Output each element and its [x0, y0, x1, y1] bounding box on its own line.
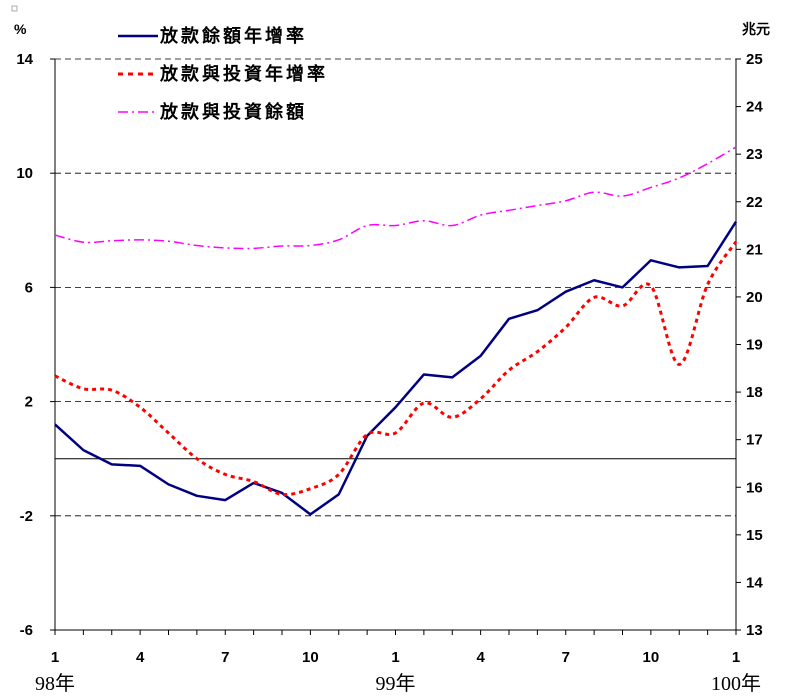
right-tick-label: 22 — [746, 194, 763, 211]
right-tick-label: 20 — [746, 289, 763, 306]
series-line-2 — [54, 146, 737, 250]
left-tick-label: -6 — [20, 622, 33, 639]
left-tick-label: 14 — [16, 51, 33, 68]
year-label: 99年 — [376, 672, 416, 695]
left-tick-label: 10 — [16, 165, 33, 182]
legend-label-loan-invest-growth: 放款與投資年增率 — [159, 63, 328, 84]
year-label: 98年 — [35, 672, 75, 695]
x-tick-label: 4 — [136, 649, 145, 666]
series-line-1 — [54, 240, 738, 497]
left-axis-unit: % — [14, 21, 27, 37]
right-tick-label: 13 — [746, 622, 763, 639]
right-tick-label: 25 — [746, 51, 763, 68]
year-label: 100年 — [711, 672, 761, 695]
x-tick-label: 10 — [643, 649, 660, 666]
right-tick-label: 18 — [746, 384, 763, 401]
left-tick-label: -2 — [20, 508, 33, 525]
legend-label-loan-invest-balance: 放款與投資餘額 — [159, 101, 307, 122]
legend-label-loan-growth: 放款餘額年增率 — [159, 25, 307, 46]
x-tick-label: 10 — [302, 649, 319, 666]
series-layer — [54, 146, 738, 516]
small-marker — [11, 5, 18, 12]
left-tick-label: 2 — [25, 394, 33, 411]
legend: 放款餘額年增率 放款與投資年增率 放款與投資餘額 — [118, 25, 328, 122]
x-tick-label: 7 — [562, 649, 570, 666]
grid — [55, 58, 736, 517]
left-tick-label: 6 — [25, 279, 33, 296]
x-tick-label: 4 — [476, 649, 485, 666]
x-tick-label: 7 — [221, 649, 229, 666]
right-tick-label: 23 — [746, 146, 763, 163]
right-tick-label: 14 — [746, 574, 763, 591]
right-tick-label: 17 — [746, 432, 763, 449]
right-tick-label: 15 — [746, 527, 763, 544]
right-tick-label: 19 — [746, 337, 763, 354]
x-tick-label: 1 — [51, 649, 59, 666]
right-tick-label: 21 — [746, 241, 763, 258]
right-axis-unit: 兆元 — [742, 21, 770, 37]
x-tick-label: 1 — [732, 649, 740, 666]
axes — [50, 58, 741, 635]
series-line-0 — [54, 221, 738, 516]
right-tick-label: 24 — [746, 99, 763, 116]
right-tick-label: 16 — [746, 479, 763, 496]
x-tick-label: 1 — [391, 649, 399, 666]
